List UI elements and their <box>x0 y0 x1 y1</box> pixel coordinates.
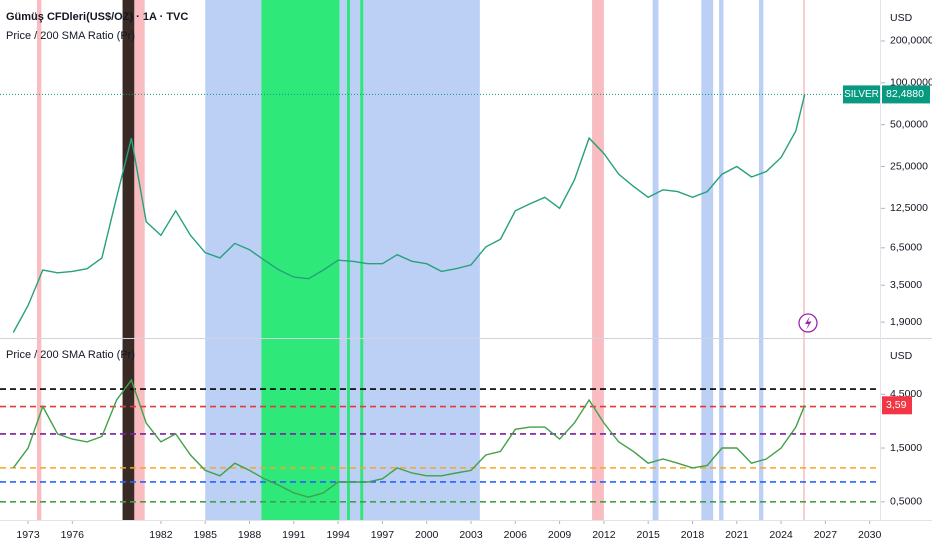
y-tick-label: 25,0000 <box>890 160 928 172</box>
x-tick-label: 2006 <box>504 529 528 541</box>
series-line <box>12 94 806 333</box>
x-tick-label: 2009 <box>548 529 572 541</box>
y-tick-label: 12,5000 <box>890 202 928 214</box>
x-tick-label: 1994 <box>326 529 350 541</box>
series-line <box>12 378 806 498</box>
y-tick-label: 3,5000 <box>890 279 922 291</box>
chart-subtitle: Price / 200 SMA Ratio (Pr) <box>6 30 135 42</box>
plot: 200,0000100,000050,000025,000012,50006,5… <box>0 35 932 541</box>
y-tick-label: 50,0000 <box>890 118 928 130</box>
x-tick-label: 1976 <box>61 529 85 541</box>
x-tick-label: 1973 <box>16 529 40 541</box>
highlight-band <box>122 0 135 520</box>
y-tick-label: 6,5000 <box>890 242 922 254</box>
price-label: 82,4880 <box>886 88 924 100</box>
x-tick-label: 1982 <box>149 529 173 541</box>
price-badge <box>882 85 930 104</box>
highlight-band <box>36 0 42 520</box>
y-tick-label: 0,5000 <box>890 496 922 508</box>
x-tick-label: 1997 <box>371 529 395 541</box>
ratio-badge <box>882 396 912 415</box>
highlight-band <box>701 0 714 520</box>
ratio-label: 3,59 <box>886 399 907 411</box>
x-tick-label: 2021 <box>725 529 749 541</box>
x-tick-label: 2018 <box>681 529 705 541</box>
x-tick-label: 1985 <box>194 529 218 541</box>
y-tick-label: 200,0000 <box>890 35 932 47</box>
x-tick-label: 2015 <box>637 529 661 541</box>
x-tick-label: 1988 <box>238 529 262 541</box>
chart-title: Gümüş CFDleri(US$/OZ) · 1A · TVC <box>6 11 188 23</box>
highlight-band <box>261 0 340 520</box>
x-tick-label: 2012 <box>592 529 616 541</box>
y-tick-label: 1,5000 <box>890 442 922 454</box>
x-tick-label: 2030 <box>858 529 882 541</box>
highlight-band <box>134 0 145 520</box>
currency: USD <box>890 350 913 362</box>
bands <box>36 0 805 520</box>
highlight-band <box>719 0 724 520</box>
x-tick-label: 2000 <box>415 529 439 541</box>
alert-icon[interactable] <box>798 313 818 333</box>
x-tick-label: 2027 <box>814 529 838 541</box>
pane-title: Price / 200 SMA Ratio (Pr) <box>6 349 135 361</box>
highlight-band <box>652 0 659 520</box>
x-tick-label: 1991 <box>282 529 306 541</box>
symbol-name: SILVER <box>844 89 879 100</box>
highlight-band <box>360 0 364 520</box>
symbol-badge <box>843 85 880 104</box>
x-tick-label: 2024 <box>769 529 793 541</box>
y-tick-label: 1,9000 <box>890 316 922 328</box>
currency: USD <box>890 12 913 24</box>
highlight-band <box>346 0 350 520</box>
highlight-band <box>592 0 604 520</box>
x-tick-label: 2003 <box>459 529 483 541</box>
highlight-band <box>205 0 262 520</box>
highlight-band <box>803 0 805 520</box>
highlight-band <box>758 0 764 520</box>
